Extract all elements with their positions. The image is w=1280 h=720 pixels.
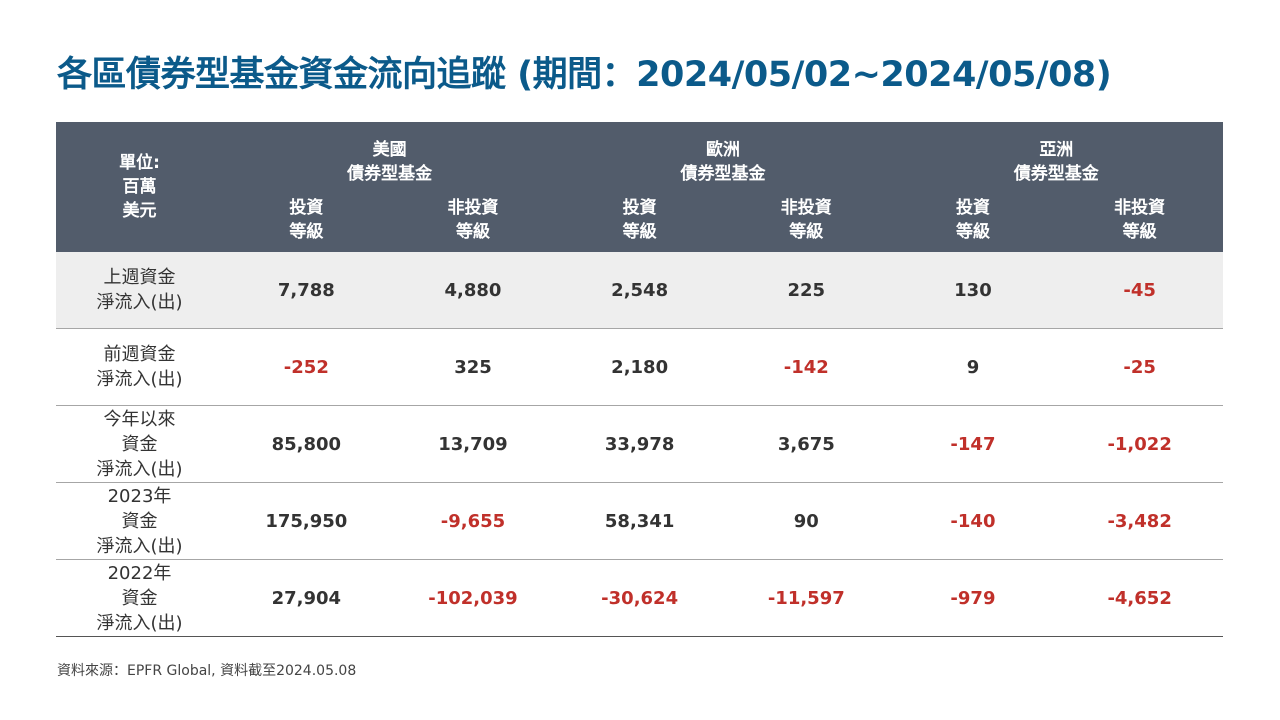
group-line: 債券型基金 [1013, 164, 1099, 184]
table-cell-value: -140 [889, 482, 1057, 560]
table-cell-value: -30,624 [556, 559, 723, 637]
row-label-line: 2022年 [107, 562, 172, 584]
table-cell-value: -9,655 [389, 482, 557, 560]
table-cell-value: 4,880 [389, 252, 557, 329]
table-cell-value: 130 [889, 252, 1057, 329]
table-cell-value: 13,709 [389, 405, 557, 483]
sub-header: 投資 等級 [889, 188, 1057, 252]
sub-header: 非投資 等級 [389, 188, 557, 252]
table-cell-value: -11,597 [722, 559, 890, 637]
row-label-line: 資金 [121, 587, 158, 609]
unit-line: 單位: [119, 153, 160, 173]
group-line: 歐洲 [705, 140, 740, 160]
table-cell-value: -102,039 [389, 559, 557, 637]
group-line: 債券型基金 [347, 164, 433, 184]
sub-line: 非投資 [780, 198, 832, 218]
sub-line: 非投資 [1114, 198, 1166, 218]
sub-line: 投資 [289, 198, 324, 218]
table-cell-value: 175,950 [223, 482, 390, 560]
sub-line: 等級 [1122, 222, 1157, 242]
row-label-line: 淨流入(出) [96, 369, 183, 390]
row-label: 前週資金淨流入(出) [56, 328, 223, 406]
row-label-line: 前週資金 [103, 344, 176, 365]
page-title: 各區債券型基金資金流向追蹤 (期間：2024/05/02~2024/05/08) [57, 55, 1112, 95]
group-header-europe: 歐洲 債券型基金 [556, 122, 890, 188]
fund-flow-table: 單位: 百萬 美元 美國 債券型基金 歐洲 債券型基金 亞洲 債券型基金 [56, 122, 1223, 637]
row-label-line: 2023年 [107, 485, 172, 507]
table-cell-value: -147 [889, 405, 1057, 483]
table-cell-value: -3,482 [1056, 482, 1223, 560]
unit-line: 美元 [122, 201, 157, 221]
group-line: 亞洲 [1039, 140, 1074, 160]
table-cell-value: -142 [722, 328, 890, 406]
row-label-line: 上週資金 [103, 267, 176, 288]
table-cell-value: 33,978 [556, 405, 723, 483]
table-row: 前週資金 淨流入(出) -252 325 2,180 -142 9 -25 [56, 328, 1223, 406]
row-label-line: 淨流入(出) [96, 458, 183, 480]
table-cell-value: 2,548 [556, 252, 723, 329]
table-cell-value: 325 [389, 328, 557, 406]
fund-flow-table-container: 單位: 百萬 美元 美國 債券型基金 歐洲 債券型基金 亞洲 債券型基金 [56, 122, 1223, 637]
header-row-subs: 投資 等級 非投資 等級 投資 等級 非投資 等級 投資 等級 [56, 188, 1223, 252]
group-line: 美國 [372, 140, 407, 160]
table-cell-value: -25 [1056, 328, 1223, 406]
sub-line: 等級 [789, 222, 824, 242]
row-label-line: 今年以來 [103, 408, 176, 430]
table-cell-value: 2,180 [556, 328, 723, 406]
source-note: 資料來源：EPFR Global, 資料截至2024.05.08 [57, 663, 357, 679]
table-cell-value: 90 [722, 482, 890, 560]
sub-line: 非投資 [447, 198, 499, 218]
row-label: 上週資金淨流入(出) [56, 252, 223, 329]
group-line: 債券型基金 [680, 164, 766, 184]
sub-line: 等級 [955, 222, 990, 242]
table-cell-value: 27,904 [223, 559, 390, 637]
table-cell-value: 7,788 [223, 252, 390, 329]
unit-header: 單位: 百萬 美元 [56, 122, 223, 252]
table-row: 上週資金 淨流入(出) 7,788 4,880 2,548 225 130 -45 [56, 252, 1223, 329]
row-label: 今年以來資金淨流入(出) [56, 405, 223, 483]
table-cell-value: 85,800 [223, 405, 390, 483]
unit-line: 百萬 [122, 177, 157, 197]
sub-header: 非投資 等級 [722, 188, 890, 252]
sub-line: 等級 [622, 222, 657, 242]
table-row: 2023年 資金 淨流入(出) 175,950 -9,655 58,341 90 -140 -3… [56, 482, 1223, 560]
sub-header: 投資 等級 [556, 188, 723, 252]
sub-header: 投資 等級 [223, 188, 390, 252]
group-header-us: 美國 債券型基金 [223, 122, 557, 188]
table-cell-value: -979 [889, 559, 1057, 637]
table-cell-value: -45 [1056, 252, 1223, 329]
row-label: 2022年資金淨流入(出) [56, 559, 223, 637]
table-cell-value: 58,341 [556, 482, 723, 560]
row-label: 2023年資金淨流入(出) [56, 482, 223, 560]
table-cell-value: 3,675 [722, 405, 890, 483]
group-header-asia: 亞洲 債券型基金 [889, 122, 1223, 188]
table-body: 上週資金 淨流入(出) 7,788 4,880 2,548 225 130 -45 前週資金 淨流… [56, 252, 1223, 637]
table-cell-value: 225 [722, 252, 890, 329]
sub-line: 投資 [622, 198, 657, 218]
sub-line: 等級 [289, 222, 324, 242]
table-cell-value: -252 [223, 328, 390, 406]
header-row-groups: 單位: 百萬 美元 美國 債券型基金 歐洲 債券型基金 亞洲 債券型基金 [56, 122, 1223, 252]
table-cell-value: -4,652 [1056, 559, 1223, 637]
table-row: 今年以來 資金 淨流入(出) 85,800 13,709 33,978 3,675 -147-… [56, 405, 1223, 483]
sub-line: 等級 [455, 222, 490, 242]
row-label-line: 淨流入(出) [96, 612, 183, 634]
row-label-line: 資金 [121, 433, 158, 455]
row-label-line: 淨流入(出) [96, 535, 183, 557]
table-row: 2022年 資金 淨流入(出) 27,904 -102,039 -30,624 -11,59… [56, 559, 1223, 637]
row-label-line: 淨流入(出) [96, 292, 183, 313]
sub-line: 投資 [955, 198, 990, 218]
table-cell-value: -1,022 [1056, 405, 1223, 483]
sub-header: 非投資 等級 [1056, 188, 1223, 252]
table-cell-value: 9 [889, 328, 1057, 406]
table-header: 單位: 百萬 美元 美國 債券型基金 歐洲 債券型基金 亞洲 債券型基金 [56, 122, 1223, 252]
row-label-line: 資金 [121, 510, 158, 532]
